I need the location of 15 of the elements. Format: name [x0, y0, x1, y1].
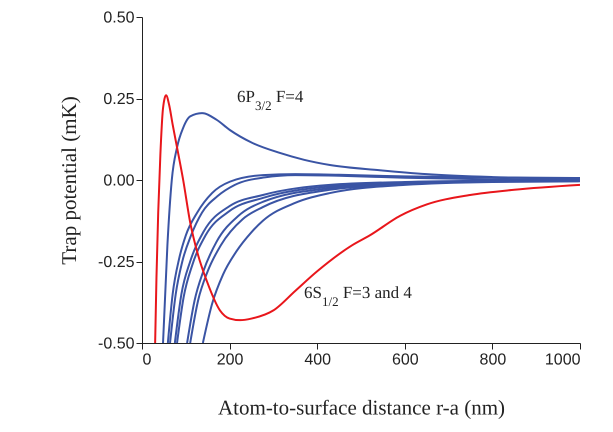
y-tick-label: 0.00 — [103, 172, 135, 190]
annotation: 6P$_{3/2}$ F=4 — [237, 87, 304, 112]
x-tick-label: 400 — [304, 352, 332, 368]
y-tick-label: -0.50 — [98, 336, 135, 352]
x-tick-label: 0 — [142, 352, 152, 368]
y-tick-label: 0.25 — [103, 91, 135, 108]
x-tick-label: 200 — [216, 352, 244, 368]
x-axis-title: Atom-to-surface distance r-a (nm) — [218, 396, 506, 420]
x-tick-label: 600 — [392, 352, 419, 368]
y-tick-label: 0.50 — [103, 10, 135, 26]
y-axis-title: Trap potential (mK) — [57, 96, 82, 265]
y-tick-label: -0.25 — [98, 254, 135, 271]
annotation: 6S$_{1/2}$ F=3 and 4 — [304, 283, 412, 308]
x-tick-label: 1000 — [544, 352, 581, 368]
x-tick-label: 800 — [480, 352, 506, 368]
